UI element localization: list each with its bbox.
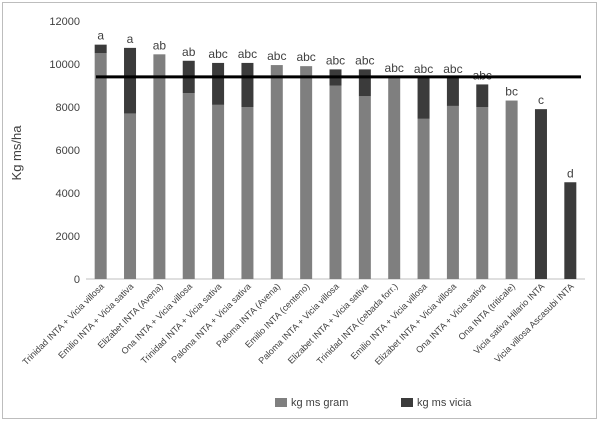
y-tick-label: 6000 [56,145,80,157]
significance-letter: bc [505,85,518,99]
bar-segment-gram [153,54,166,280]
significance-letter: abc [443,62,462,76]
significance-letter: ab [153,38,167,52]
legend-label: kg ms vicia [417,397,472,409]
significance-letter: a [97,29,104,43]
legend: kg ms gram kg ms vicia [275,397,472,409]
significance-letter: ab [182,45,196,59]
bar-segment-vicia [94,44,107,54]
y-tick-label: 2000 [56,231,80,243]
bar-segment-gram [505,100,518,279]
significance-letter: abc [355,53,374,67]
y-tick-label: 0 [74,274,80,286]
bar-segment-vicia [476,84,489,107]
significance-letter: a [127,32,134,46]
significance-letters: aaabababcabcabcabcabcabcabcabcabcabcbccd [97,29,573,181]
significance-letter: abc [326,53,345,67]
y-tick-labels: 0 2000 4000 6000 8000 10000 12000 [49,16,80,286]
bar-segment-gram [476,107,489,279]
bar-segment-vicia [358,69,371,97]
bar-segment-vicia [417,77,430,119]
bar-segment-gram [241,107,254,279]
significance-letter: abc [238,47,257,61]
bar-segment-vicia [212,62,225,105]
bar-segment-gram [417,118,430,279]
bar-segment-gram [94,53,107,279]
bar-segment-gram [358,96,371,279]
y-tick-label: 8000 [56,102,80,114]
chart-frame: 0 2000 4000 6000 8000 10000 12000 a a ab ab abc abc… [2,2,597,419]
y-axis-label: Kg ms/ha [9,125,24,181]
bar-segment-gram [212,104,225,279]
bar-segment-vicia [564,182,577,279]
bar-segment-gram [300,66,313,280]
bar-segment-gram [182,93,195,280]
bar-segment-vicia [124,47,137,114]
bar-segment-vicia [446,77,459,106]
significance-letter: abc [385,61,404,75]
bar-segment-vicia [241,62,254,107]
bar-segment-gram [270,65,283,279]
significance-letter: d [567,166,574,180]
legend-swatch [275,398,287,407]
y-tick-label: 10000 [49,59,80,71]
bar-segment-gram [388,76,401,280]
significance-letter: abc [208,47,227,61]
significance-letter: abc [414,62,433,76]
significance-letter: abc [267,49,286,63]
y-tick-label: 12000 [49,16,80,28]
bar-segment-gram [446,105,459,279]
bar-segment-gram [124,113,137,279]
legend-swatch [401,398,413,407]
y-tick-label: 4000 [56,188,80,200]
significance-letter: abc [296,50,315,64]
bars [94,44,577,280]
bar-segment-vicia [534,109,547,280]
significance-letter: c [538,93,544,107]
legend-label: kg ms gram [291,397,348,409]
bar-segment-gram [329,85,342,279]
